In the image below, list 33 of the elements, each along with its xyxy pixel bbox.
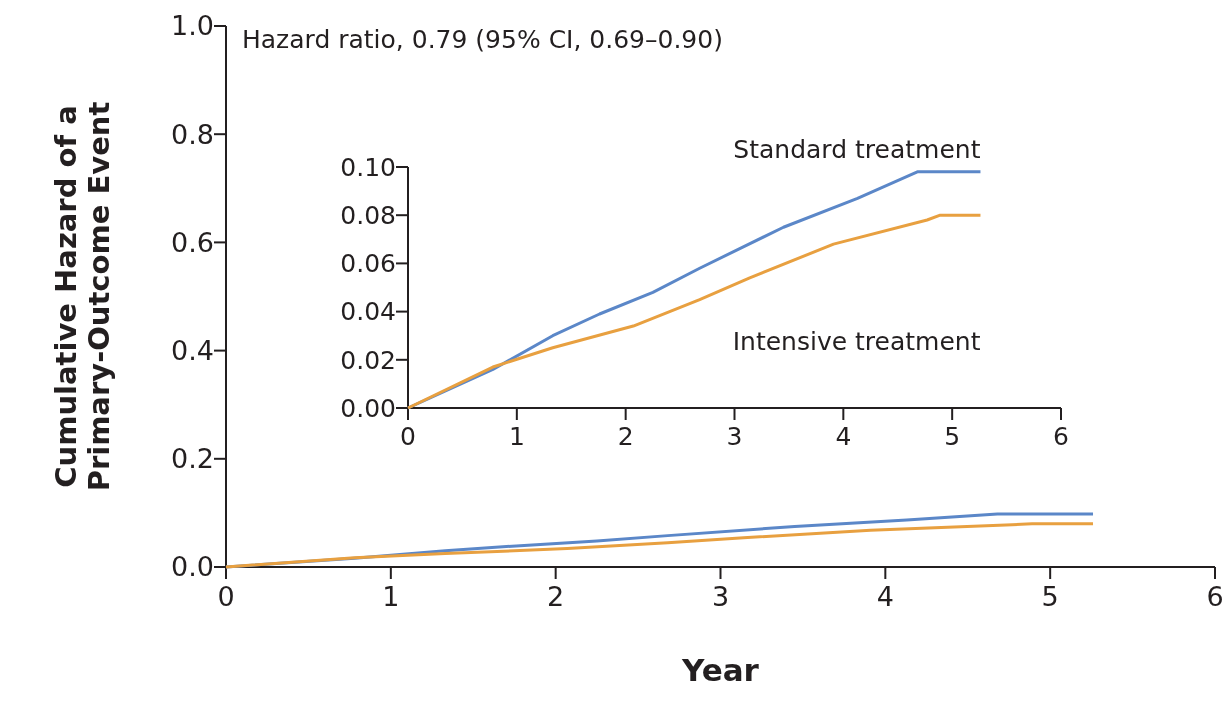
annotation: Hazard ratio, 0.79 (95% CI, 0.69–0.90)	[242, 25, 723, 54]
y-tick-label: 0.8	[171, 118, 214, 150]
x-tick-label: 4	[835, 422, 852, 451]
y-tick-label: 0.00	[340, 393, 396, 423]
y-tick-label: 0.2	[171, 443, 214, 475]
x-tick-label: 5	[944, 422, 961, 451]
line-series	[406, 213, 982, 410]
y-axis-title: Cumulative Hazard of a Primary-Outcome Event	[49, 101, 117, 492]
y-tick-label: 0.06	[340, 249, 396, 279]
x-tick-label: 0	[400, 422, 416, 451]
y-tick-label: 0.10	[340, 152, 396, 182]
x-tick-label: 2	[617, 422, 634, 451]
x-tick-label: 4	[876, 581, 894, 612]
x-tick-label: 1	[508, 422, 525, 451]
y-tick-label: 0.04	[340, 297, 396, 327]
y-tick-label: 0.6	[171, 226, 214, 258]
x-tick-label: 2	[547, 581, 565, 612]
line-series	[224, 522, 1095, 569]
x-axis-title: Year	[681, 652, 760, 688]
y-tick-label: 0.4	[171, 335, 214, 367]
x-tick-label: 3	[726, 422, 743, 451]
x-tick-label: 5	[1041, 581, 1059, 612]
x-tick-label: 1	[382, 581, 400, 612]
series-label: Intensive treatment	[732, 327, 981, 357]
x-tick-label: 6	[1206, 581, 1224, 612]
y-tick-label: 1.0	[171, 10, 214, 42]
x-tick-label: 0	[217, 581, 235, 612]
y-tick-label: 0.08	[340, 200, 396, 230]
x-tick-label: 6	[1053, 422, 1069, 451]
series-label: Standard treatment	[733, 134, 981, 164]
y-tick-label: 0.0	[171, 551, 214, 583]
y-tick-label: 0.02	[340, 345, 396, 375]
x-tick-label: 3	[711, 581, 730, 612]
